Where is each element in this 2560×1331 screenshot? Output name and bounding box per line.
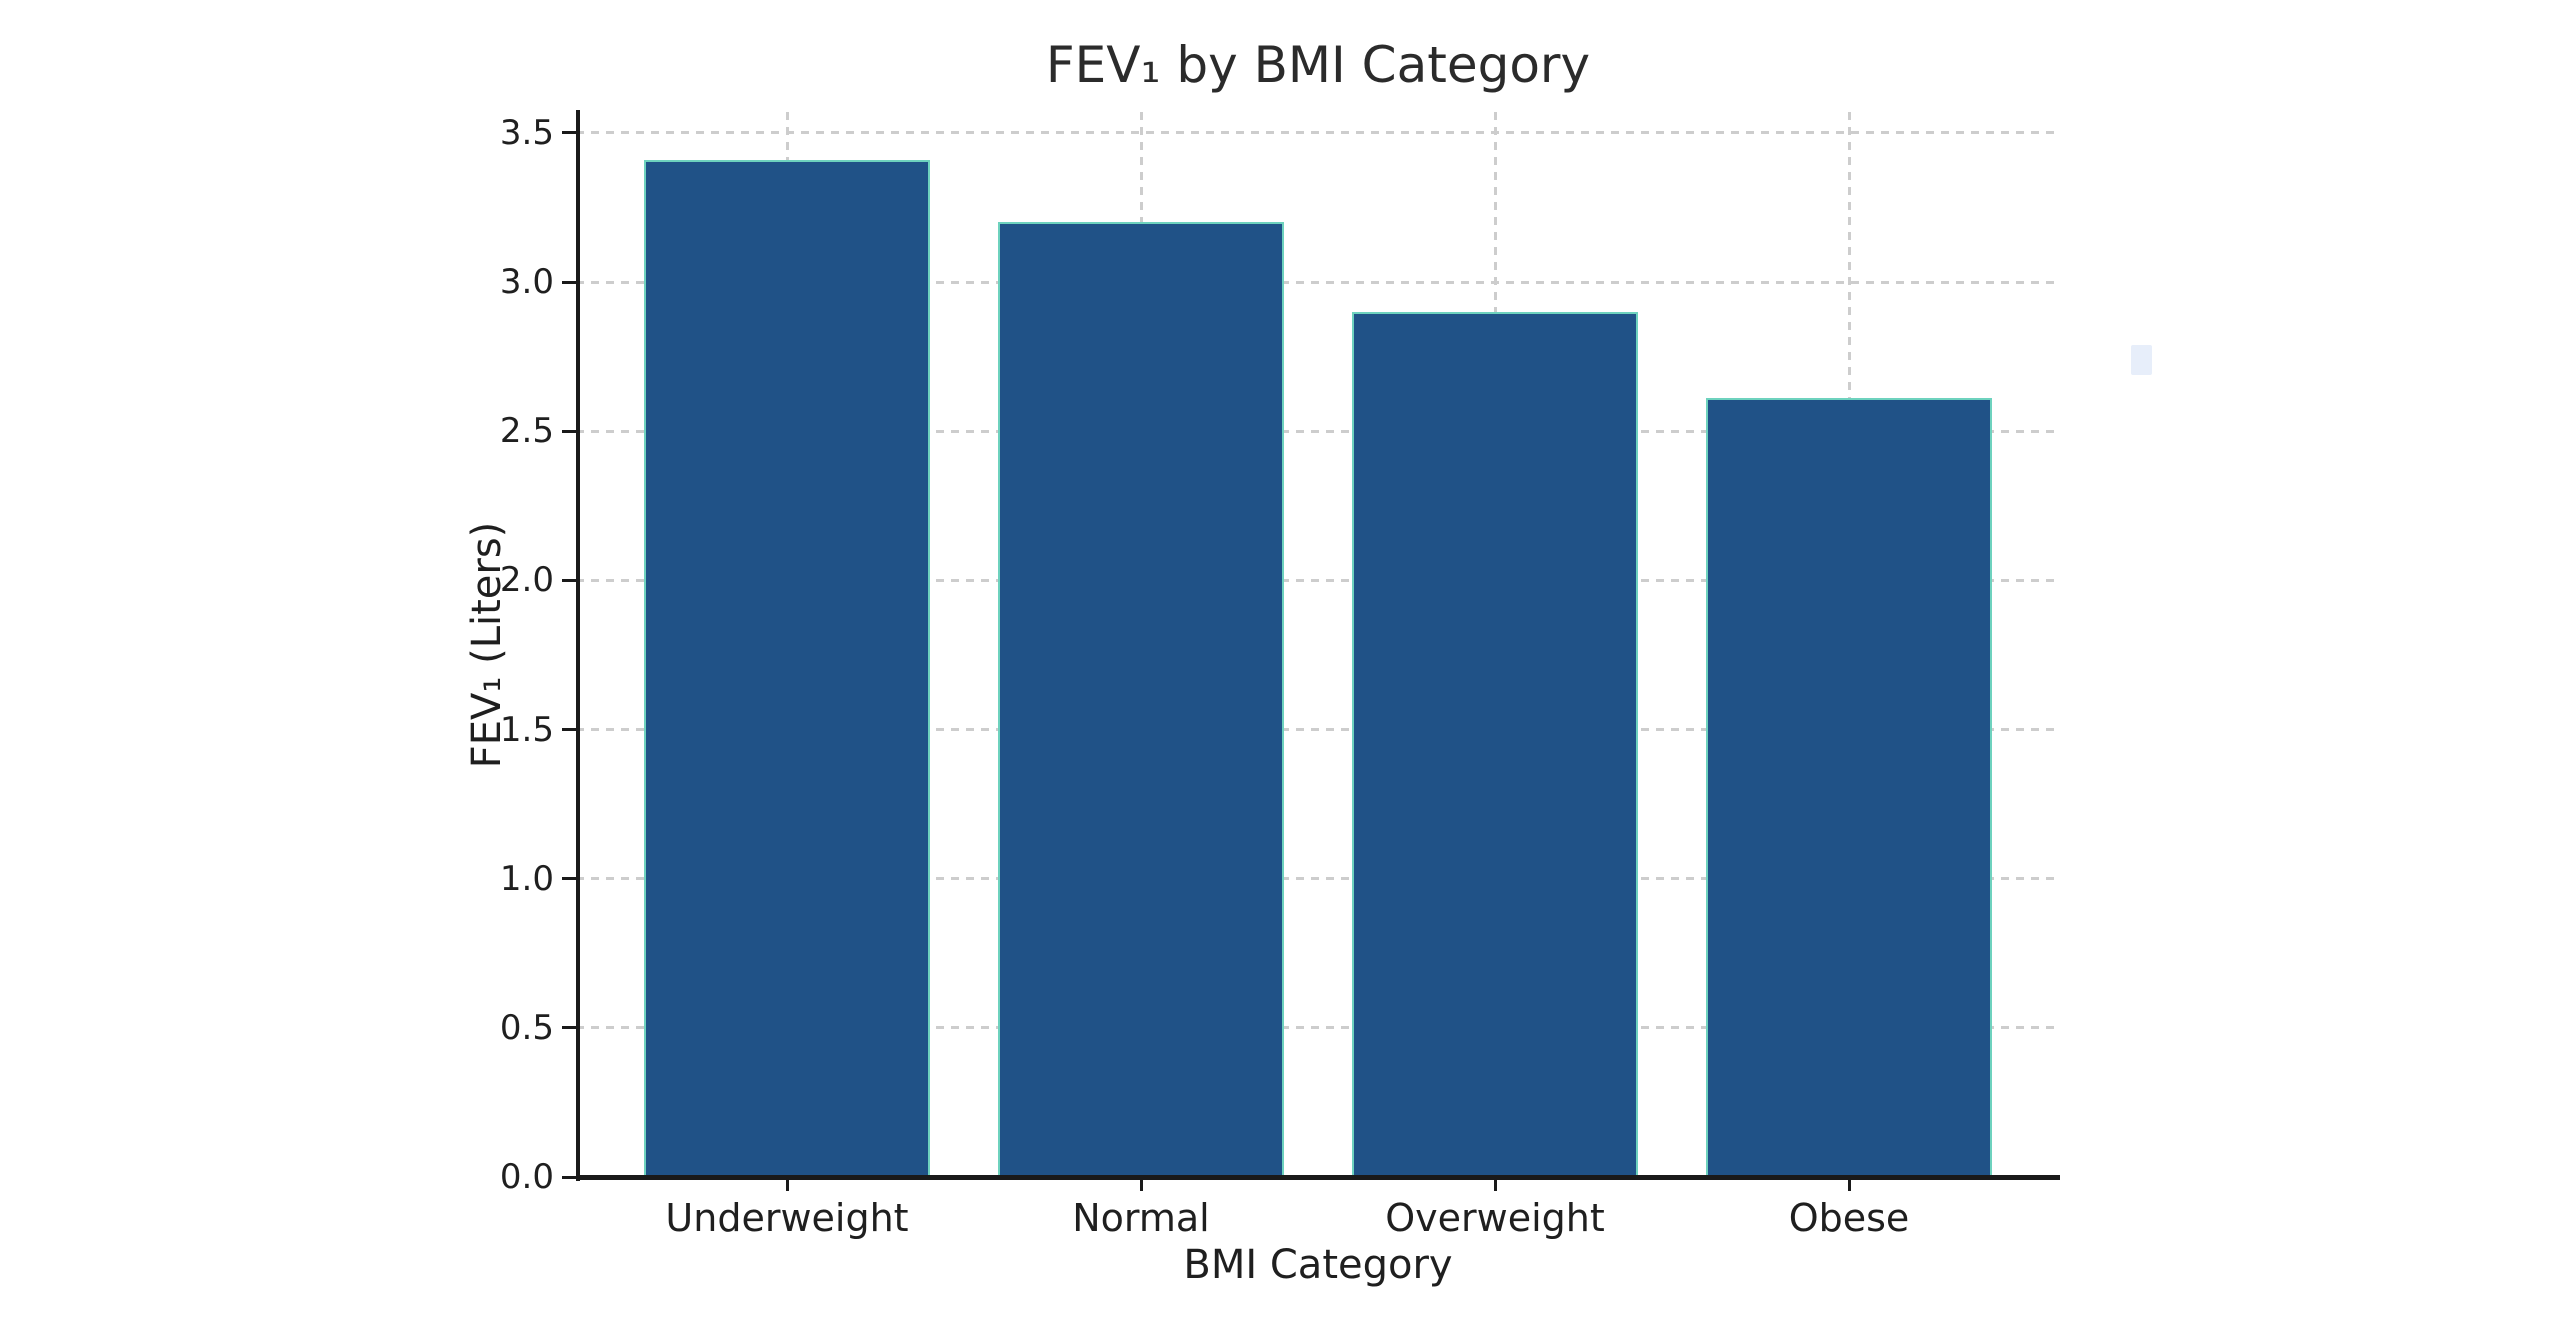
gridline-horizontal (576, 131, 2060, 135)
bar-underweight (644, 159, 930, 1177)
y-axis-tick (562, 1175, 576, 1179)
gridline-horizontal (576, 280, 2060, 284)
y-tick-label: 3.5 (499, 112, 554, 153)
x-tick-label: Obese (1788, 1196, 1910, 1240)
y-axis-tick (562, 131, 576, 135)
y-tick-label: 2.5 (499, 411, 554, 452)
chart-title: FEV₁ by BMI Category (1045, 36, 1591, 94)
bar-overweight (1352, 311, 1638, 1177)
y-axis-tick (562, 280, 576, 284)
x-axis-tick (1847, 1179, 1851, 1191)
y-axis-tick (562, 1026, 576, 1030)
y-tick-label: 1.0 (499, 858, 554, 899)
y-tick-label: 0.5 (499, 1007, 554, 1048)
x-axis-tick (1139, 1179, 1143, 1191)
bar-obese (1706, 398, 1992, 1177)
gridline-horizontal (576, 877, 2060, 881)
y-tick-label: 2.0 (499, 560, 554, 601)
y-tick-label: 0.0 (499, 1157, 554, 1197)
x-axis-tick (1493, 1179, 1497, 1191)
x-axis-spine (576, 1175, 2060, 1180)
y-tick-label: 3.0 (499, 262, 554, 303)
gridline-horizontal (576, 578, 2060, 582)
gridline-horizontal (576, 728, 2060, 732)
x-axis-tick (785, 1179, 789, 1191)
y-axis-tick (562, 728, 576, 732)
y-axis-tick (562, 578, 576, 582)
y-axis-tick (562, 429, 576, 433)
x-tick-label: Overweight (1385, 1196, 1605, 1240)
x-tick-label: Underweight (665, 1196, 909, 1240)
y-axis-spine (576, 110, 580, 1181)
x-tick-label: Normal (1072, 1196, 1210, 1240)
y-axis-tick (562, 877, 576, 881)
x-axis-label: BMI Category (1183, 1242, 1453, 1288)
y-tick-label: 1.5 (499, 709, 554, 750)
highlight-artifact (2131, 345, 2152, 375)
bar-normal (998, 222, 1284, 1177)
gridline-horizontal (576, 1026, 2060, 1030)
gridline-horizontal (576, 429, 2060, 433)
